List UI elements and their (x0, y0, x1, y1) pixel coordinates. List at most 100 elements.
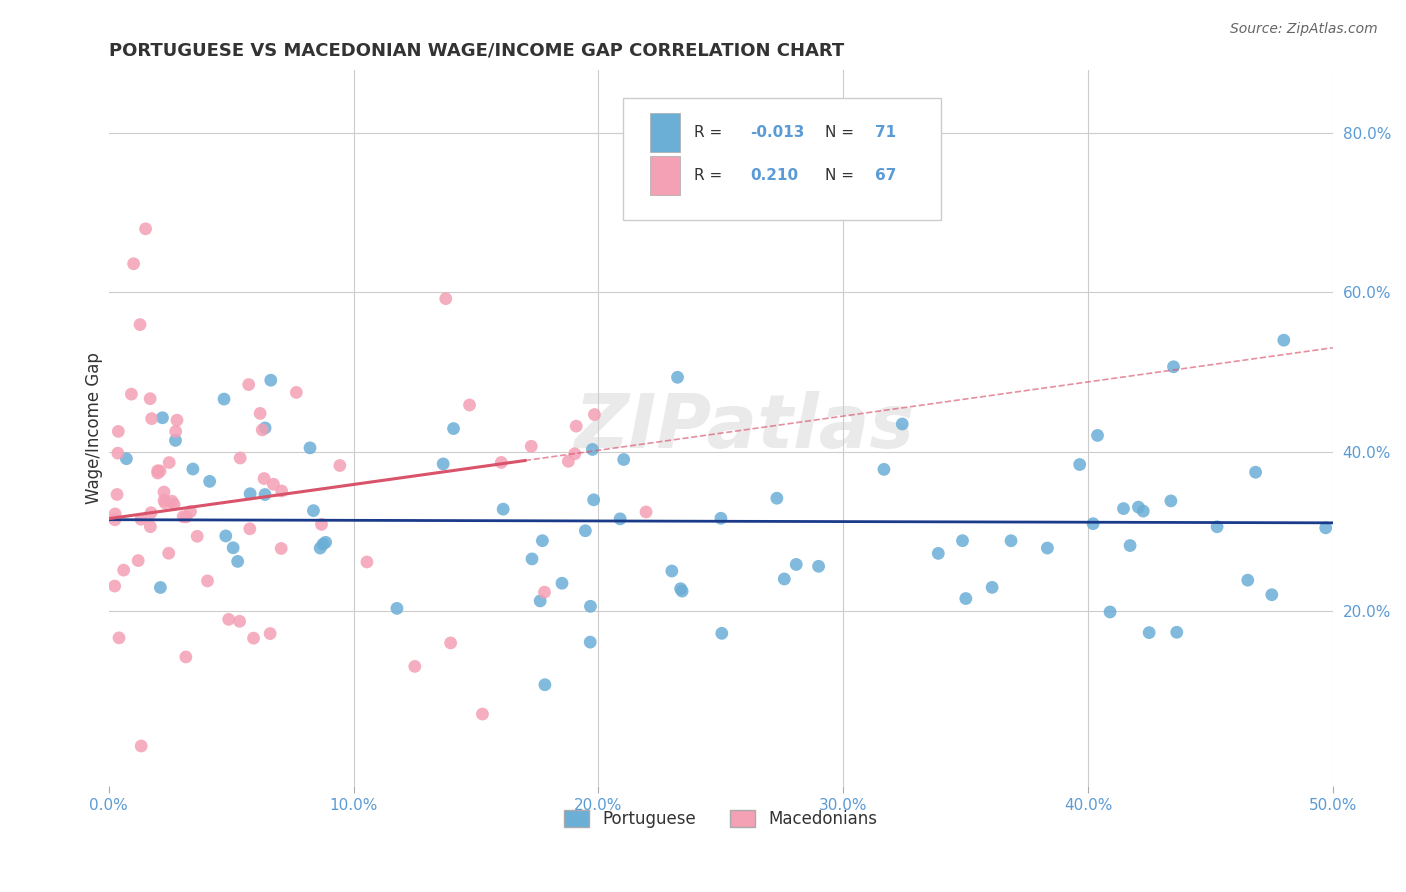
Point (157, 456, 180, 470)
Point (579, 599, 602, 614)
Point (298, 441, 321, 455)
Point (163, 497, 186, 511)
Y-axis label: Wage/Income Gap: Wage/Income Gap (86, 351, 103, 504)
Point (107, 425, 129, 439)
Point (228, 614, 250, 628)
Point (254, 421, 277, 435)
Point (238, 377, 260, 392)
Point (1132, 504, 1154, 518)
Point (226, 554, 249, 568)
Point (356, 555, 378, 569)
Point (229, 450, 252, 465)
Point (309, 541, 332, 555)
Point (242, 631, 264, 645)
Point (149, 581, 172, 595)
Point (1128, 500, 1150, 515)
Point (215, 529, 238, 543)
Point (564, 447, 586, 461)
Point (146, 466, 169, 480)
Point (149, 464, 172, 478)
Point (139, 392, 162, 406)
Point (315, 535, 337, 549)
Point (529, 594, 551, 608)
Point (174, 649, 197, 664)
Point (120, 387, 142, 401)
Point (105, 487, 128, 501)
Point (165, 434, 187, 448)
Point (153, 485, 176, 500)
Point (260, 373, 283, 387)
Point (239, 487, 262, 501)
Point (239, 522, 262, 536)
Point (471, 706, 494, 721)
Point (1081, 516, 1104, 531)
Point (557, 454, 579, 468)
Point (285, 385, 308, 400)
Point (253, 471, 276, 485)
Point (104, 579, 127, 593)
Point (581, 442, 603, 457)
Point (157, 546, 180, 560)
Point (1206, 520, 1229, 534)
Point (432, 457, 454, 471)
Point (666, 370, 689, 384)
Point (222, 541, 245, 555)
Point (1166, 625, 1188, 640)
Point (249, 406, 271, 420)
FancyBboxPatch shape (650, 112, 681, 152)
Point (1119, 539, 1142, 553)
Point (1087, 428, 1109, 442)
Point (458, 398, 481, 412)
Point (583, 408, 606, 422)
Point (198, 475, 221, 489)
Point (112, 563, 135, 577)
Point (1112, 501, 1135, 516)
Point (270, 483, 292, 498)
Text: N =: N = (825, 168, 859, 183)
Point (582, 492, 605, 507)
Text: N =: N = (825, 125, 859, 140)
Point (1036, 541, 1059, 555)
Point (385, 601, 408, 615)
FancyBboxPatch shape (650, 155, 681, 195)
Point (174, 509, 197, 524)
Point (312, 537, 335, 551)
Point (160, 494, 183, 508)
Point (181, 462, 204, 476)
Point (551, 576, 574, 591)
Point (669, 582, 692, 596)
Point (520, 552, 543, 566)
Point (1069, 458, 1091, 472)
Point (129, 318, 152, 332)
Point (955, 591, 977, 606)
Point (1099, 605, 1122, 619)
Point (531, 533, 554, 548)
Point (1272, 333, 1295, 347)
Point (127, 553, 149, 567)
Point (520, 439, 543, 453)
Point (710, 626, 733, 640)
Point (533, 585, 555, 599)
Point (129, 512, 152, 526)
Point (565, 419, 588, 434)
Point (710, 511, 733, 525)
Point (104, 507, 127, 521)
Point (785, 558, 807, 572)
Point (1137, 625, 1160, 640)
Point (253, 487, 276, 501)
Legend: Portuguese, Macedonians: Portuguese, Macedonians (558, 803, 884, 835)
Point (534, 678, 557, 692)
Point (311, 517, 333, 532)
Point (153, 496, 176, 510)
Point (1261, 588, 1284, 602)
Point (122, 257, 145, 271)
Point (491, 455, 513, 469)
Point (492, 502, 515, 516)
Text: R =: R = (695, 125, 727, 140)
Point (443, 421, 465, 435)
Text: Source: ZipAtlas.com: Source: ZipAtlas.com (1230, 22, 1378, 37)
Point (302, 503, 325, 517)
Point (172, 509, 194, 524)
Point (891, 417, 914, 431)
FancyBboxPatch shape (623, 98, 941, 220)
